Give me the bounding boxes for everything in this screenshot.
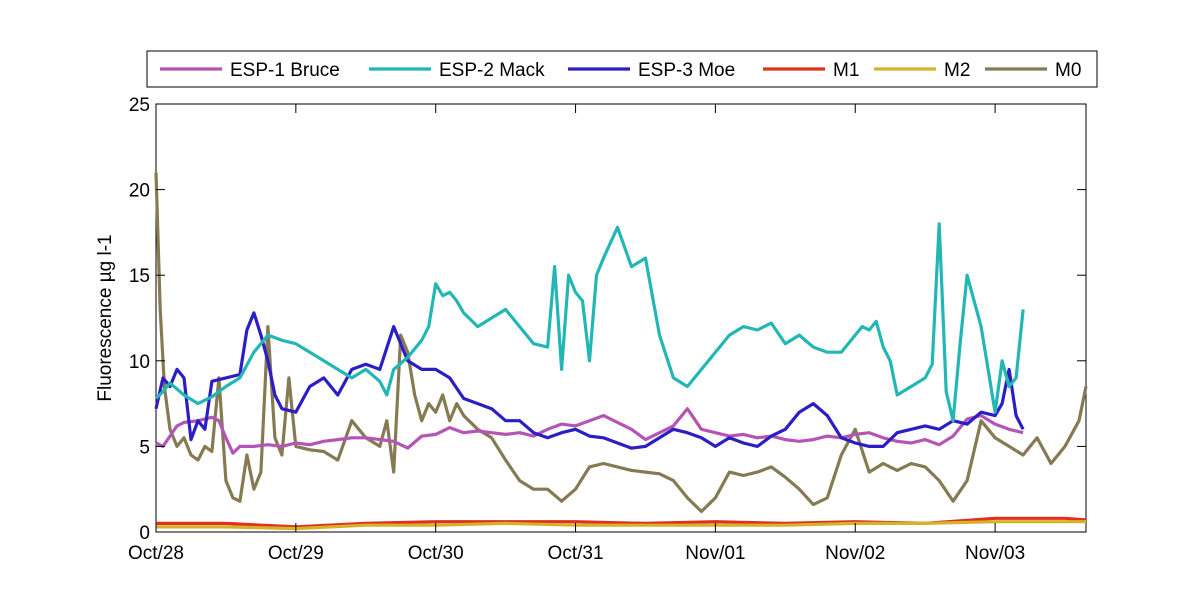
y-tick-label: 0 [139, 523, 150, 544]
legend-label: ESP-3 Moe [638, 60, 735, 81]
y-axis-ticks: 0 5 10 15 20 25 [129, 95, 1086, 544]
x-tick-label: Oct/31 [548, 543, 604, 564]
legend: ESP-1 Bruce ESP-2 Mack ESP-3 Moe M1 M2 M0 [146, 50, 1098, 88]
x-tick-label: Nov/01 [685, 543, 745, 564]
legend-label: M2 [944, 60, 970, 81]
legend-label: ESP-2 Mack [439, 60, 545, 81]
y-tick-label: 25 [129, 95, 150, 116]
y-tick-label: 10 [129, 352, 150, 373]
x-tick-label: Oct/29 [268, 543, 324, 564]
x-axis-ticks: Oct/28 Oct/29 Oct/30 Oct/31 Nov/01 Nov/02 Nov/… [128, 104, 1025, 564]
series-line-esp-2-mack [154, 222, 1025, 423]
legend-label: M0 [1055, 60, 1081, 81]
x-tick-label: Oct/30 [408, 543, 464, 564]
x-tick-label: Nov/02 [825, 543, 885, 564]
series-line-esp-3-moe [154, 311, 1025, 450]
legend-label: M1 [833, 60, 859, 81]
y-axis-label: Fluorescence µg l-1 [95, 234, 116, 401]
series-line-m1 [156, 516, 1087, 529]
y-tick-label: 20 [129, 181, 150, 202]
plot-frame [155, 103, 1087, 533]
x-tick-label: Oct/28 [128, 543, 184, 564]
y-tick-label: 5 [139, 437, 150, 458]
series-line-esp-1-bruce [155, 407, 1024, 455]
y-tick-label: 15 [129, 266, 150, 287]
plot-area: 0 5 10 15 20 25 Oct/28 Oct/29 Oct/30 Oct/31 Nov/0… [128, 95, 1088, 564]
series-line-m0 [154, 172, 1088, 514]
series-layer [154, 172, 1088, 531]
series-line-m2 [156, 520, 1086, 531]
x-tick-label: Nov/03 [965, 543, 1025, 564]
legend-label: ESP-1 Bruce [230, 60, 340, 81]
